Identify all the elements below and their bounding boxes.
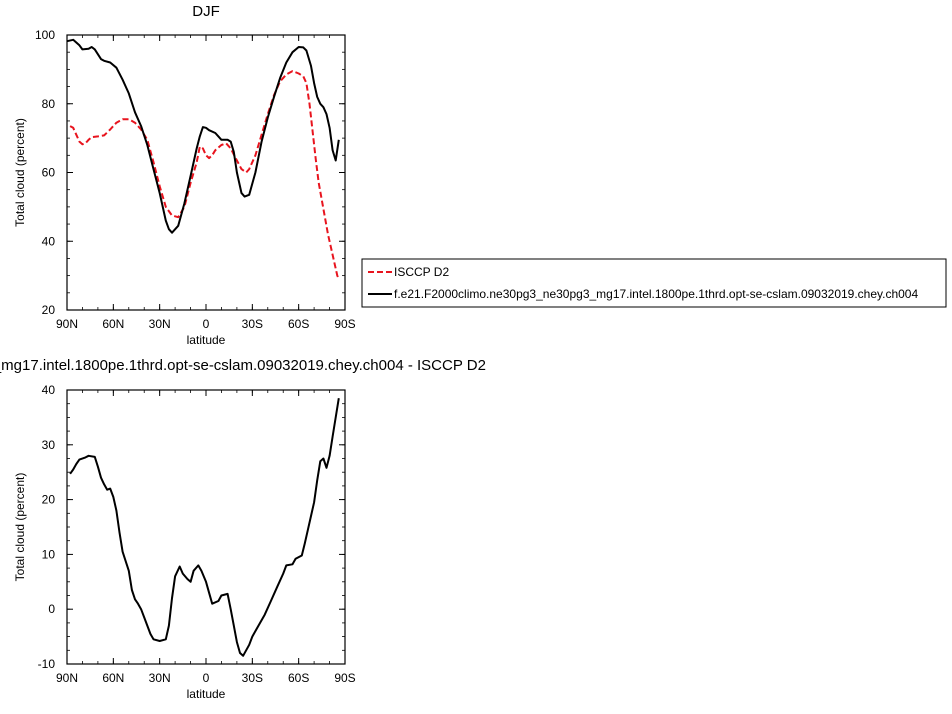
x-tick-label: 0 — [203, 317, 210, 331]
y-tick-label: 100 — [35, 28, 55, 42]
y-tick-label: 30 — [42, 438, 56, 452]
x-axis-label: latitude — [187, 333, 226, 347]
legend: ISCCP D2 f.e21.F2000climo.ne30pg3_ne30pg3… — [361, 258, 947, 308]
chart-panel-1: DJF 20 40 60 80 100 90N 60N 30N 0 30S 60S 90S latitud… — [13, 3, 947, 347]
plot-frame — [66, 389, 346, 665]
x-axis-label: latitude — [187, 687, 226, 701]
chart-title: _ne30pg3_mg17.intel.1800pe.1thrd.opt-se-… — [0, 357, 486, 374]
y-axis-label: Total cloud (percent) — [13, 118, 27, 227]
x-tick-label: 30S — [242, 317, 263, 331]
x-tick-label: 30N — [149, 317, 171, 331]
plot-frame — [66, 34, 346, 311]
chart-panel-2: _ne30pg3_mg17.intel.1800pe.1thrd.opt-se-… — [0, 357, 486, 701]
series-line-1 — [69, 398, 340, 657]
y-tick-label: 10 — [42, 547, 56, 561]
x-tick-label: 90N — [56, 671, 78, 685]
x-tick-label: 90S — [334, 317, 355, 331]
series-line-1 — [69, 70, 340, 280]
chart-title: DJF — [192, 3, 220, 20]
x-tick-label: 60S — [288, 671, 309, 685]
x-tick-label: 30S — [242, 671, 263, 685]
y-tick-label: -10 — [38, 657, 56, 671]
legend-label-2: f.e21.F2000climo.ne30pg3_ne30pg3_mg17.in… — [394, 287, 918, 301]
legend-label-1: ISCCP D2 — [394, 265, 449, 279]
y-tick-label: 80 — [42, 97, 56, 111]
series-line-2 — [66, 38, 340, 234]
x-tick-label: 90S — [334, 671, 355, 685]
y-tick-label: 20 — [42, 493, 56, 507]
x-tick-label: 60N — [102, 671, 124, 685]
y-tick-label: 60 — [42, 166, 56, 180]
x-tick-label: 90N — [56, 317, 78, 331]
y-axis-label: Total cloud (percent) — [13, 473, 27, 582]
legend-box — [361, 258, 947, 308]
y-tick-label: 0 — [48, 602, 55, 616]
y-tick-label: 40 — [42, 383, 56, 397]
x-tick-label: 60N — [102, 317, 124, 331]
y-tick-label: 20 — [42, 303, 56, 317]
x-tick-label: 0 — [203, 671, 210, 685]
y-tick-label: 40 — [42, 234, 56, 248]
x-tick-label: 60S — [288, 317, 309, 331]
x-tick-label: 30N — [149, 671, 171, 685]
